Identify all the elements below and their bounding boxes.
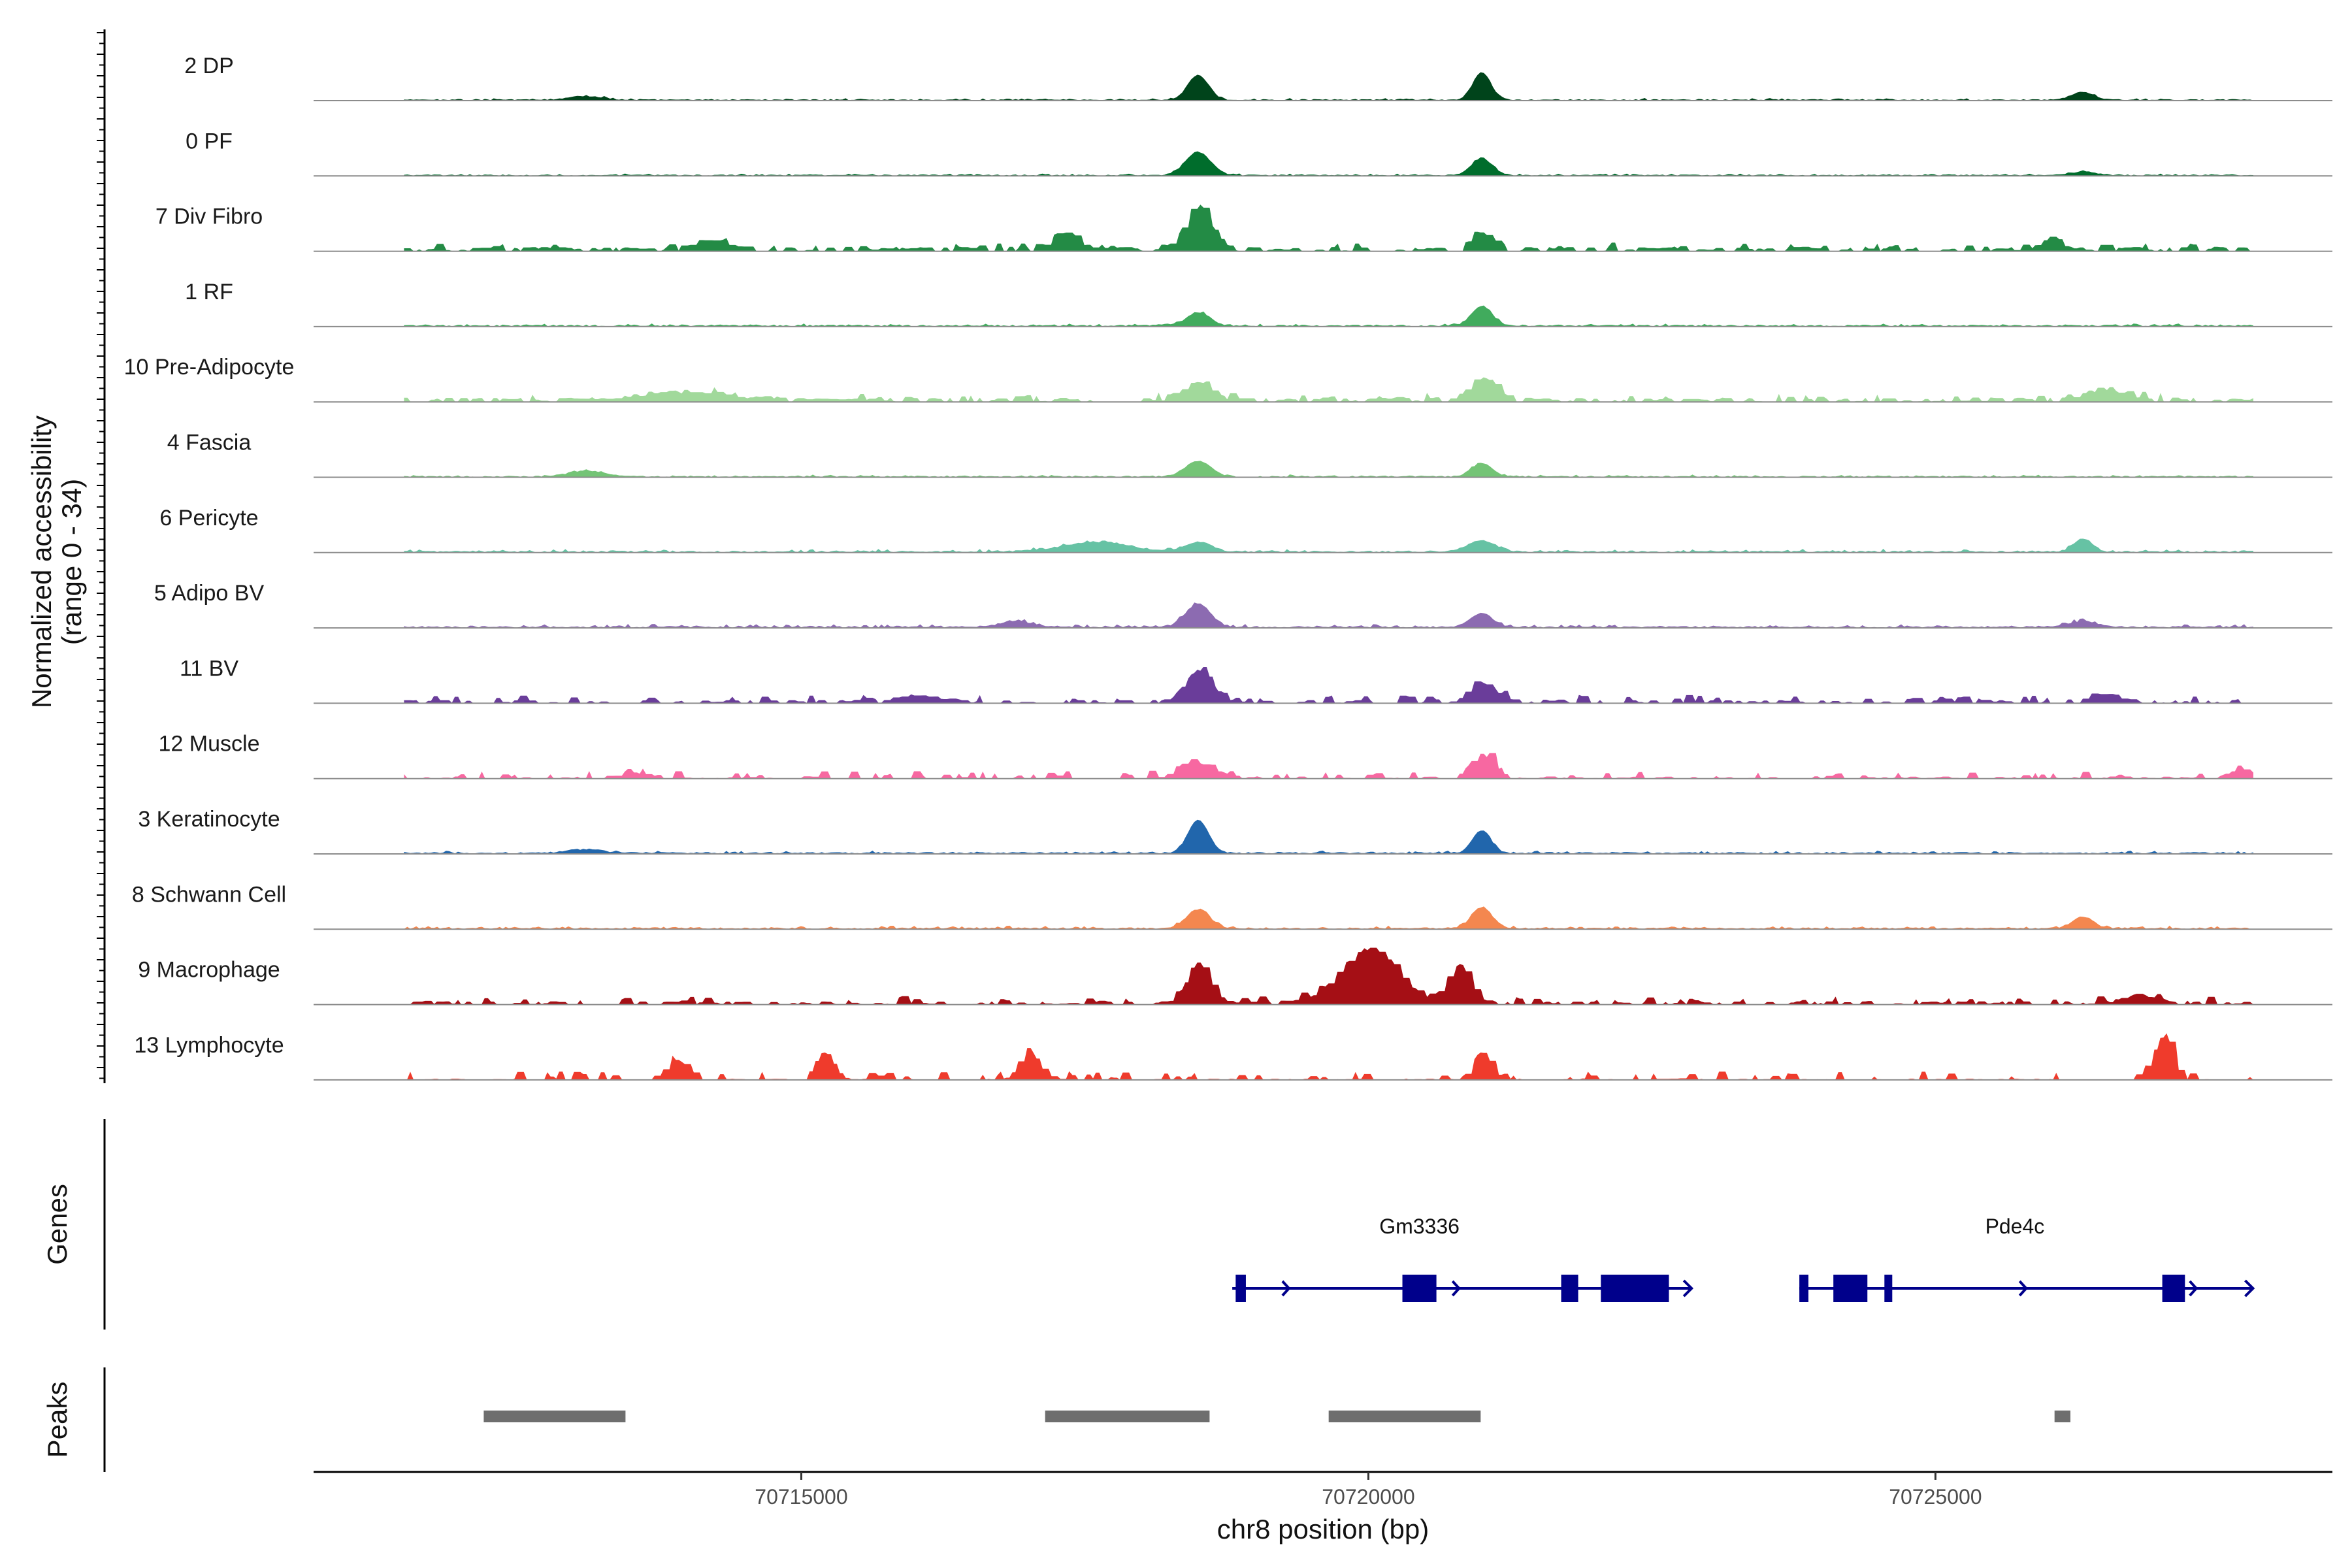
exon-block (1799, 1275, 1808, 1302)
track-8-schwann-cell (314, 906, 2332, 930)
gene-label: Gm3336 (1379, 1215, 1460, 1238)
track-12-muscle (314, 753, 2332, 779)
track-label: 2 DP (184, 54, 234, 78)
exon-block (1884, 1275, 1893, 1302)
track-11-bv (314, 667, 2332, 704)
exon-block (1833, 1275, 1868, 1302)
track-0-pf (314, 151, 2332, 177)
coverage-area (404, 305, 2253, 327)
strand-arrow-icon (2189, 1280, 2198, 1297)
track-label: 11 BV (180, 656, 238, 681)
peak-region-bar (2054, 1411, 2070, 1422)
x-axis-ticks: 70715000 70720000 70725000 (755, 1472, 1982, 1509)
track-3-keratinocyte (314, 819, 2332, 855)
track-label: 4 Fascia (167, 431, 252, 455)
coverage-y-title-line2: (range 0 - 34) (56, 479, 87, 645)
track-label: 9 Macrophage (138, 958, 280, 983)
track-2-dp (314, 72, 2332, 101)
track-7-div-fibro (314, 204, 2332, 252)
track-10-pre-adipocyte (314, 377, 2332, 403)
track-6-pericyte (314, 538, 2332, 553)
exon-block (1235, 1275, 1246, 1302)
exon-block (1561, 1275, 1578, 1302)
coverage-area (404, 602, 2253, 629)
x-axis-title: chr8 position (bp) (1217, 1514, 1429, 1544)
track-labels: 2 DP 0 PF 7 Div Fibro 1 RF 10 Pre-Adipocyte 4… (124, 54, 295, 1058)
track-label: 8 Schwann Cell (132, 882, 286, 907)
coverage-area (404, 753, 2253, 779)
track-label: 1 RF (185, 280, 233, 304)
coverage-area (404, 461, 2253, 478)
track-label: 3 Keratinocyte (138, 807, 280, 832)
track-1-rf (314, 305, 2332, 327)
coverage-area (404, 667, 2253, 704)
x-tick-label: 70720000 (1322, 1485, 1414, 1509)
track-9-macrophage (314, 947, 2332, 1005)
track-label: 5 Adipo BV (154, 581, 265, 606)
coverage-area (404, 72, 2253, 101)
coverage-tracks (314, 72, 2332, 1081)
coverage-area (404, 1033, 2254, 1081)
x-tick-label: 70715000 (755, 1485, 847, 1509)
peak-region-bar (1328, 1411, 1481, 1422)
track-label: 7 Div Fibro (155, 204, 263, 229)
peak-region-bar (1045, 1411, 1210, 1422)
track-label: 13 Lymphocyte (134, 1033, 284, 1058)
strand-arrow-icon (2018, 1280, 2028, 1297)
track-4-fascia (314, 461, 2332, 478)
exon-block (1601, 1275, 1669, 1302)
track-label: 10 Pre-Adipocyte (124, 355, 295, 380)
track-label: 6 Pericyte (159, 506, 258, 531)
strand-arrow-icon (1682, 1279, 1694, 1298)
gene-pde4c: Pde4c (1799, 1215, 2255, 1302)
coverage-y-axis-ticks (97, 32, 105, 1079)
exon-block (2162, 1275, 2185, 1302)
coverage-area (404, 151, 2253, 176)
peak-region-bar (483, 1411, 626, 1422)
genes-track-title: Genes (42, 1184, 73, 1265)
coverage-area (404, 204, 2253, 252)
strand-arrow-icon (1281, 1280, 1291, 1297)
exon-block (1402, 1275, 1437, 1302)
coverage-area (404, 906, 2253, 930)
coverage-area (404, 819, 2253, 855)
coverage-area (404, 377, 2253, 403)
coverage-area (404, 538, 2253, 553)
coverage-area (404, 947, 2254, 1005)
peaks-track-title: Peaks (42, 1382, 73, 1458)
gene-gm3336: Gm3336 (1232, 1215, 1694, 1302)
coverage-y-title-line1: Normalized accessibility (26, 416, 57, 708)
gene-label: Pde4c (1985, 1215, 2045, 1238)
strand-arrow-icon (2244, 1279, 2255, 1298)
track-label: 0 PF (186, 129, 233, 154)
x-tick-label: 70725000 (1889, 1485, 1982, 1509)
peak-regions (483, 1411, 2070, 1422)
track-13-lymphocyte (314, 1033, 2332, 1081)
strand-arrow-icon (1451, 1280, 1462, 1297)
track-5-adipo-bv (314, 602, 2332, 629)
gene-models: Gm3336 Pde4c (1232, 1215, 2255, 1302)
track-label: 12 Muscle (159, 732, 260, 757)
